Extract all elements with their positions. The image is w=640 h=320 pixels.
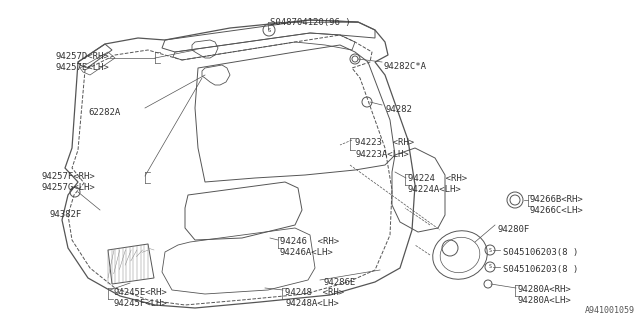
Text: 94286E: 94286E: [323, 278, 355, 287]
Text: 94248A<LH>: 94248A<LH>: [285, 299, 339, 308]
Text: 94282: 94282: [385, 105, 412, 114]
Text: 94257D<RH>: 94257D<RH>: [55, 52, 109, 61]
Text: 94246A<LH>: 94246A<LH>: [280, 248, 333, 257]
Text: S: S: [488, 265, 492, 269]
Text: S: S: [488, 247, 492, 252]
Text: 94282C*A: 94282C*A: [383, 62, 426, 71]
Text: A941001059: A941001059: [585, 306, 635, 315]
Text: 94266C<LH>: 94266C<LH>: [530, 206, 584, 215]
Text: 94257F<RH>: 94257F<RH>: [42, 172, 96, 181]
Text: 94245E<RH>: 94245E<RH>: [113, 288, 167, 297]
Text: 94382F: 94382F: [50, 210, 83, 219]
Text: S045106203(8 ): S045106203(8 ): [503, 265, 579, 274]
Text: 94245F<LH>: 94245F<LH>: [113, 299, 167, 308]
Text: 94280A<RH>: 94280A<RH>: [518, 285, 572, 294]
Text: 94246  <RH>: 94246 <RH>: [280, 237, 339, 246]
Text: 94280F: 94280F: [497, 225, 529, 234]
Text: S: S: [268, 28, 271, 33]
Text: 94266B<RH>: 94266B<RH>: [530, 195, 584, 204]
Text: 94257G<LH>: 94257G<LH>: [42, 183, 96, 192]
Text: 94257E<LH>: 94257E<LH>: [55, 63, 109, 72]
Text: 94224  <RH>: 94224 <RH>: [408, 174, 467, 183]
Text: S045106203(8 ): S045106203(8 ): [503, 248, 579, 257]
Text: 94223A<LH>: 94223A<LH>: [355, 150, 409, 159]
Text: 94280A<LH>: 94280A<LH>: [518, 296, 572, 305]
Text: 62282A: 62282A: [88, 108, 120, 117]
Text: 94223  <RH>: 94223 <RH>: [355, 138, 414, 147]
Text: 94224A<LH>: 94224A<LH>: [408, 185, 461, 194]
Text: 94248  <RH>: 94248 <RH>: [285, 288, 344, 297]
Text: S048704120(96 ): S048704120(96 ): [270, 18, 351, 27]
